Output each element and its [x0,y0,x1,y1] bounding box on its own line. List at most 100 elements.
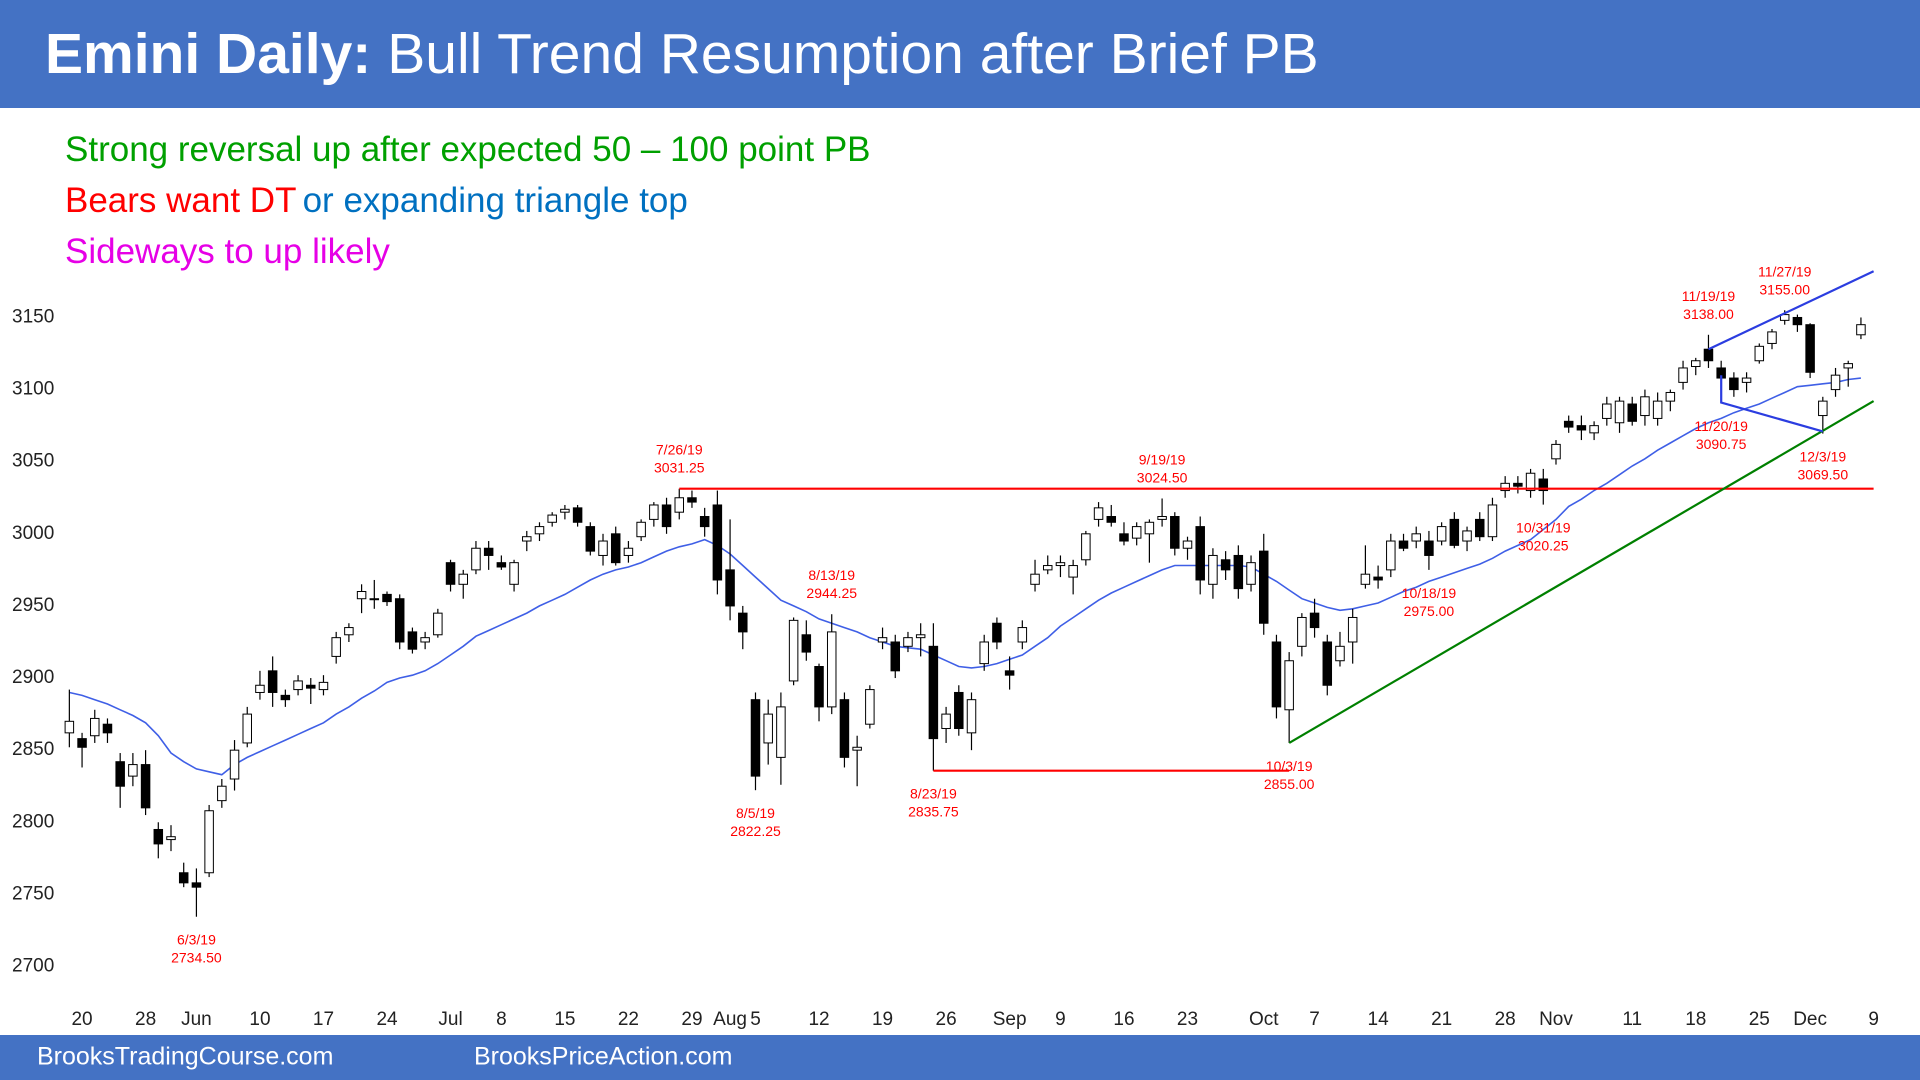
candle-body [839,699,850,758]
candle [1576,415,1587,441]
title-rest: Bull Trend Resumption after Brief PB [387,22,1318,86]
price-annotation: 11/20/19 3090.75 [1694,418,1748,452]
candle-body [394,598,405,643]
candle-body [1551,443,1561,460]
candle-body [585,526,596,552]
candle-body [1119,533,1129,542]
candle [1500,476,1510,498]
candle [687,490,697,508]
x-tick-label: Jul [438,1009,462,1030]
candle [280,689,291,707]
candle-body [915,634,926,639]
price-annotation: 6/3/19 2734.50 [171,932,222,966]
candle [750,692,761,791]
candle [1195,516,1205,595]
y-tick-label: 2900 [12,667,54,688]
ema-line [69,377,1861,776]
candle [394,594,405,650]
candle-body [1360,573,1371,585]
candle [1729,372,1739,397]
annotation-price: 2822.25 [730,823,781,839]
candle-body [1830,374,1841,391]
candle-body [1004,670,1015,676]
candle-body [560,508,570,513]
candle [1614,396,1625,433]
y-tick-label: 3150 [12,306,54,327]
candle-body [801,634,812,653]
candle-body [1487,504,1498,538]
candle-body [293,680,303,691]
x-tick-label: 24 [376,1009,398,1030]
annotation-date: 8/13/19 [808,567,855,583]
candle [178,862,189,888]
candle-body [1208,554,1218,585]
candle-body [1386,540,1396,571]
candle-body [572,507,583,523]
candle-body [788,619,799,682]
candle-body [1233,554,1244,590]
candle-body [1322,641,1333,686]
candle [928,623,939,771]
candle [1830,367,1841,397]
slide-title: Emini Daily: Bull Trend Resumption after … [45,22,1319,86]
candle [433,608,443,638]
x-tick-label: 28 [1495,1009,1516,1030]
candle-body [966,699,977,734]
candle-body [1182,540,1193,549]
candle-body [1589,425,1599,434]
candle-body [1398,540,1409,549]
candle-body [661,504,672,528]
candle-body [509,562,519,585]
candle-body [1602,403,1612,419]
candle-body [140,764,151,809]
candle-body [407,631,418,650]
candle [318,675,329,696]
trend-line [1708,270,1875,351]
candle-body [1436,526,1447,542]
candle-body [1309,612,1320,629]
candle-body [1449,518,1460,546]
candle-body [1373,576,1383,581]
candle [661,497,672,534]
y-tick-label: 2850 [12,739,54,760]
candle-body [77,738,87,748]
candle [674,488,685,520]
price-annotation: 12/3/19 3069.50 [1798,449,1849,483]
candle-body [1576,425,1587,431]
candle [598,533,608,566]
trend-line [1288,400,1875,744]
candle-body [1284,660,1294,711]
candle [1347,608,1358,664]
candle [1182,536,1193,560]
candle [738,605,748,650]
candle [306,678,316,705]
candle-body [1843,363,1853,369]
candle [1335,631,1345,667]
x-tick-label: 25 [1749,1009,1770,1030]
title-bold: Emini Daily: [45,22,371,86]
candle-body [852,746,862,751]
candle-body [178,872,189,884]
candle [1703,334,1714,368]
candle-body [1779,314,1790,321]
annotation-date: 10/31/19 [1516,520,1571,536]
x-tick-label: 22 [618,1009,639,1030]
candle-body [191,882,202,888]
annotation-date: 10/3/19 [1266,758,1313,774]
candle [1640,389,1650,426]
candle [1093,502,1104,527]
annotation-price: 3138.00 [1683,306,1734,322]
candle [204,804,214,878]
price-annotation: 8/23/19 2835.75 [908,786,959,820]
y-tick-label: 2800 [12,811,54,832]
candle-body [356,591,367,600]
candle [255,670,265,700]
candle-body [1081,533,1091,561]
candle-body [471,547,481,571]
candle-body [1093,507,1104,520]
candle-body [1678,367,1688,383]
candle [623,541,634,563]
x-tick-label: 29 [681,1009,702,1030]
